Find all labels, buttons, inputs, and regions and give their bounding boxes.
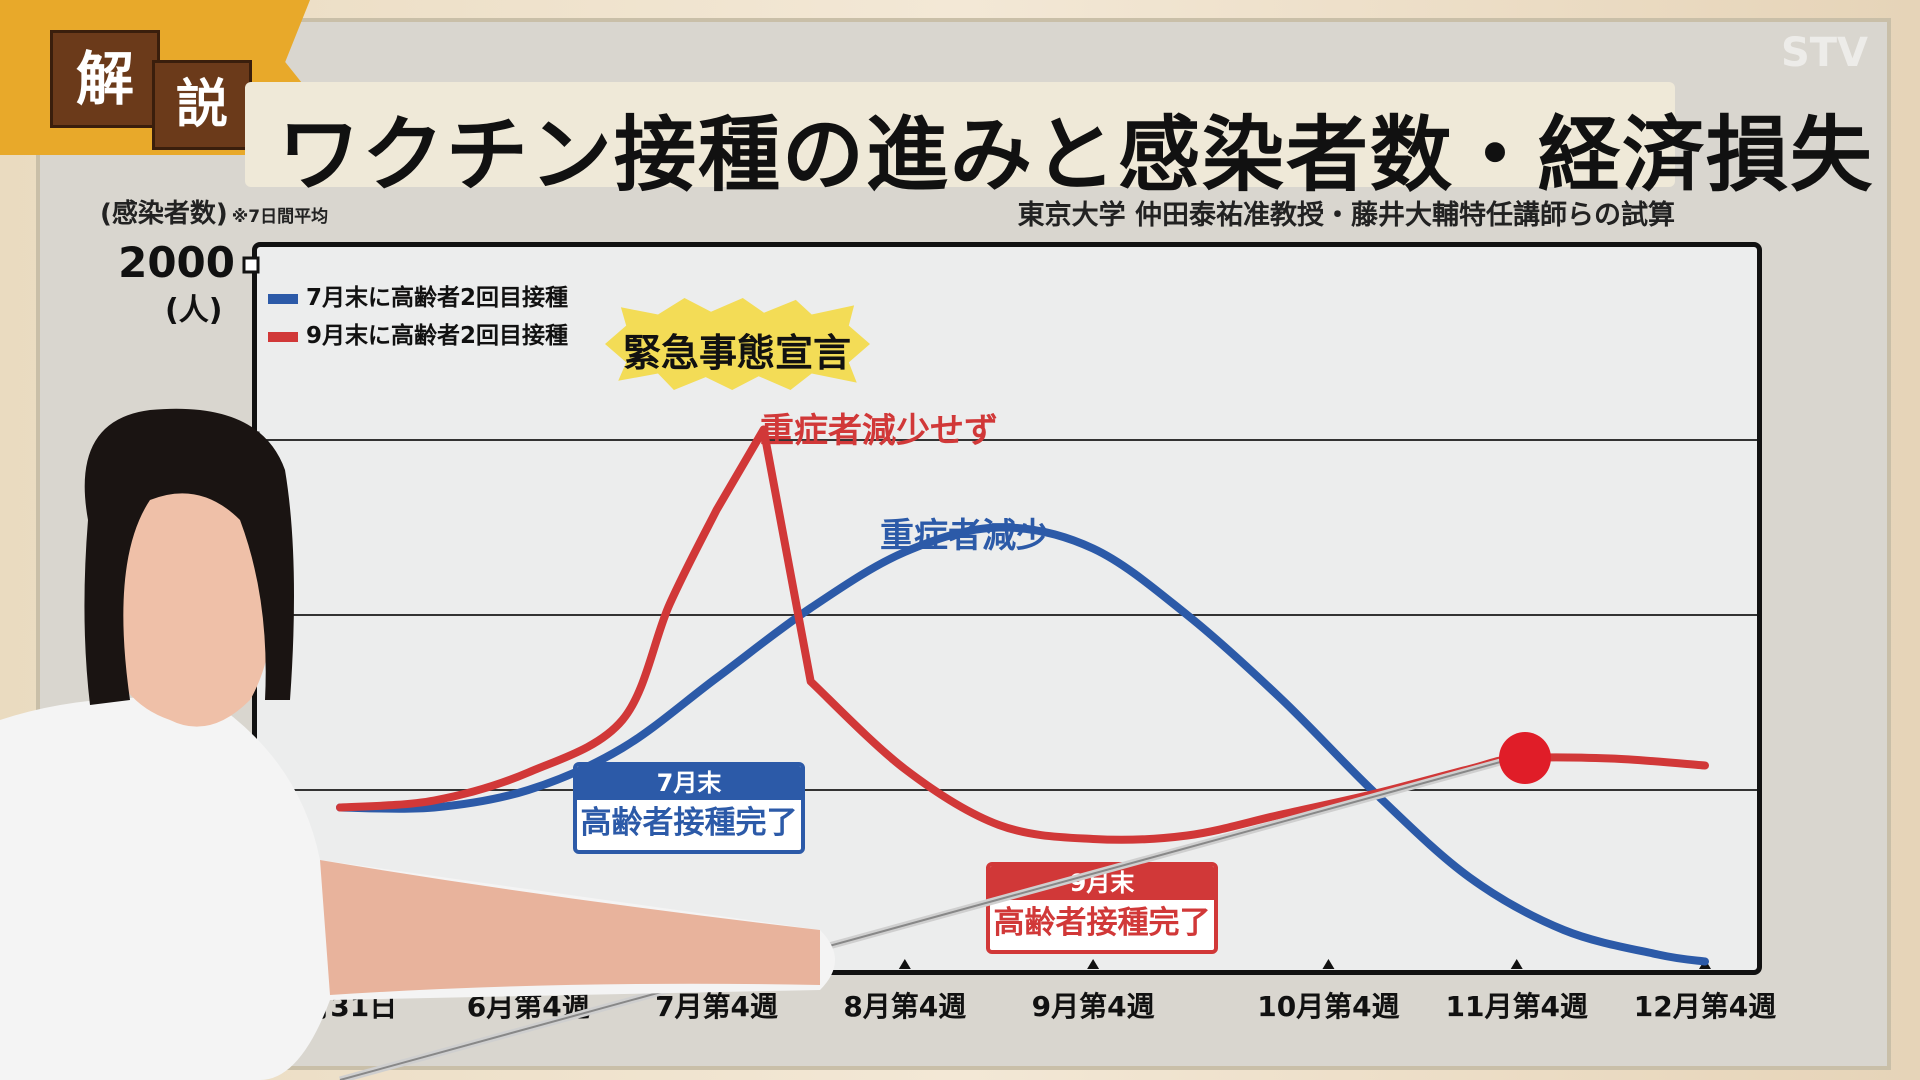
x-tick-label: 11月第4週 [1445,990,1588,1023]
red-milestone-head: 9月末 [990,866,1214,900]
declaration-lifted-label: 宣言解除 [258,924,387,962]
red-milestone-body: 高齢者接種完了 [993,905,1211,941]
source-note: 東京大学 仲田泰祐准教授・藤井大輔特任講師らの試算 [1017,200,1675,231]
legend-item-blue: 7月末に高齢者2回目接種 [268,278,568,312]
channel-watermark: STV [1780,30,1868,76]
y-tick-label: 2000 [118,238,235,287]
badge-char-2: 説 [152,60,252,150]
x-tick-label: 9月第4週 [1031,990,1155,1023]
x-tick-label: 5月31日 [282,990,398,1023]
chart-title: ワクチン接種の進みと感染者数・経済損失 [278,108,1875,203]
x-tick-label: 10月第4週 [1257,990,1400,1023]
legend-swatch-blue [268,293,298,304]
legend-swatch-red [268,331,298,342]
x-tick-label: 12月第4週 [1633,990,1777,1023]
y-axis-label: (感染者数) ※7日間平均 [100,193,328,230]
legend-label-blue: 7月末に高齢者2回目接種 [306,285,569,311]
blue-milestone-head: 7月末 [577,766,801,800]
x-tick-mark [710,959,723,969]
emergency-declaration-label: 緊急事態宣言 [622,331,851,375]
x-tick-mark [898,959,911,969]
series-line-september [336,425,1709,844]
red-callout: 重症者減少せず [760,411,998,451]
y-axis-marker [242,256,260,274]
x-tick-mark [1087,959,1100,969]
emergency-burst-shape [605,298,870,390]
blue-milestone-box: 7月末 高齢者接種完了 [573,762,805,854]
x-tick-label: 7月第4週 [655,990,779,1023]
x-tick-label: 8月第4週 [843,990,967,1023]
x-tick-mark [1510,959,1523,969]
title-bar [245,82,1675,187]
x-tick-mark [1322,959,1335,969]
red-milestone-box: 9月末 高齢者接種完了 [986,862,1218,954]
blue-milestone-body: 高齢者接種完了 [580,805,798,841]
y-axis-label-text: (感染者数) [100,199,228,229]
y-axis-unit: (人) [165,293,223,328]
y-axis-note: ※7日間平均 [231,207,329,227]
legend-item-red: 9月末に高齢者2回目接種 [268,316,568,350]
legend-label-red: 9月末に高齢者2回目接種 [306,323,569,349]
x-tick-label: 6月第4週 [466,990,590,1023]
blue-callout: 重症者減少 [880,516,1050,556]
y-axis-marker [242,431,260,449]
x-tick-mark [522,959,535,969]
